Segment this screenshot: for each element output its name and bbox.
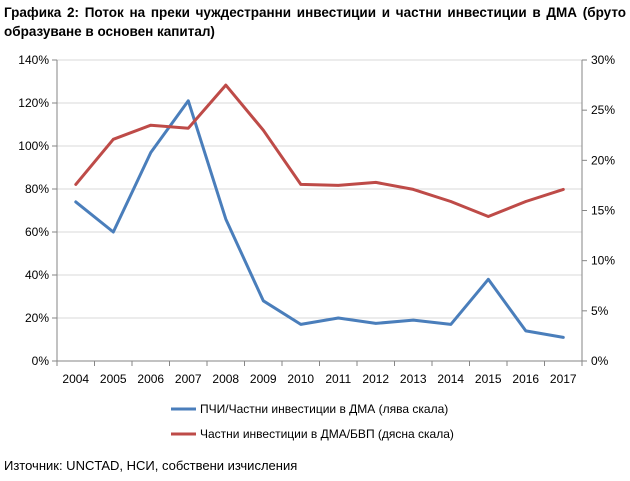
left-tick-label: 60% [25,225,49,239]
data-point [262,299,265,302]
x-tick-label: 2013 [400,372,427,386]
right-tick-label: 20% [591,153,615,167]
left-tick-label: 40% [25,268,49,282]
series-1 [74,99,565,339]
x-tick-label: 2016 [512,372,539,386]
data-point [112,230,115,234]
data-point [449,323,452,326]
x-tick-label: 2015 [475,372,502,386]
gridlines [57,59,582,319]
left-axis: 0% 20% 40% 60% 80% 100% 120% 140% [18,53,57,368]
data-point [524,329,527,333]
left-tick-label: 140% [18,53,49,67]
data-point [412,318,415,322]
data-point [449,200,452,203]
data-point [112,138,115,141]
series-line [74,83,565,218]
x-axis: 2004 2005 2006 2007 2008 2009 2010 2011 2012 2013… [56,361,583,386]
data-point [262,129,265,132]
chart-title: Графика 2: Поток на преки чуждестранни и… [4,5,626,39]
x-tick-label: 2007 [175,372,202,386]
x-tick-label: 2014 [437,372,464,386]
data-point [149,151,152,154]
data-point [149,124,152,127]
data-point [562,188,565,191]
right-tick-label: 0% [591,354,609,368]
left-tick-label: 0% [32,354,50,368]
data-point [562,336,565,339]
legend: ПЧИ/Частни инвестиции в ДМА (лява скала)… [171,402,454,441]
left-tick-label: 80% [25,182,49,196]
right-axis: 0% 5% 10% 15% 20% 25% 30% [582,53,615,368]
data-point [524,200,527,203]
data-point [224,83,227,87]
data-point [299,323,302,326]
data-point [74,183,77,186]
right-tick-label: 5% [591,304,609,318]
legend-item: Частни инвестиции в ДМА/БВП (дясна скала… [171,427,454,441]
right-tick-label: 10% [591,254,615,268]
data-point [337,184,340,187]
x-tick-label: 2008 [212,372,239,386]
left-tick-label: 100% [18,139,49,153]
right-tick-label: 25% [591,103,615,117]
legend-label: Частни инвестиции в ДМА/БВП (дясна скала… [200,427,454,441]
x-tick-label: 2009 [250,372,277,386]
right-tick-label: 15% [591,204,615,218]
data-point [487,215,490,218]
data-point [74,200,77,204]
x-tick-label: 2006 [137,372,164,386]
data-point [487,278,490,281]
left-tick-label: 20% [25,311,49,325]
x-tick-label: 2004 [62,372,89,386]
data-point [374,181,377,184]
data-point [187,127,190,130]
data-point [337,316,340,320]
legend-item: ПЧИ/Частни инвестиции в ДМА (лява скала) [171,402,448,416]
data-point [299,183,302,186]
series-2 [74,83,565,218]
right-tick-label: 30% [591,53,615,67]
x-tick-label: 2011 [325,372,351,386]
data-point [187,99,190,103]
series-line [74,99,565,339]
series-layer [74,83,565,339]
legend-label: ПЧИ/Частни инвестиции в ДМА (лява скала) [200,402,448,416]
source-note: Източник: UNCTAD, НСИ, собствени изчисле… [4,458,298,473]
x-tick-label: 2017 [550,372,577,386]
left-tick-label: 120% [18,96,49,110]
x-tick-label: 2012 [362,372,389,386]
data-point [224,217,227,221]
data-point [374,322,377,325]
x-tick-label: 2010 [287,372,314,386]
data-point [412,188,415,191]
x-tick-label: 2005 [100,372,127,386]
